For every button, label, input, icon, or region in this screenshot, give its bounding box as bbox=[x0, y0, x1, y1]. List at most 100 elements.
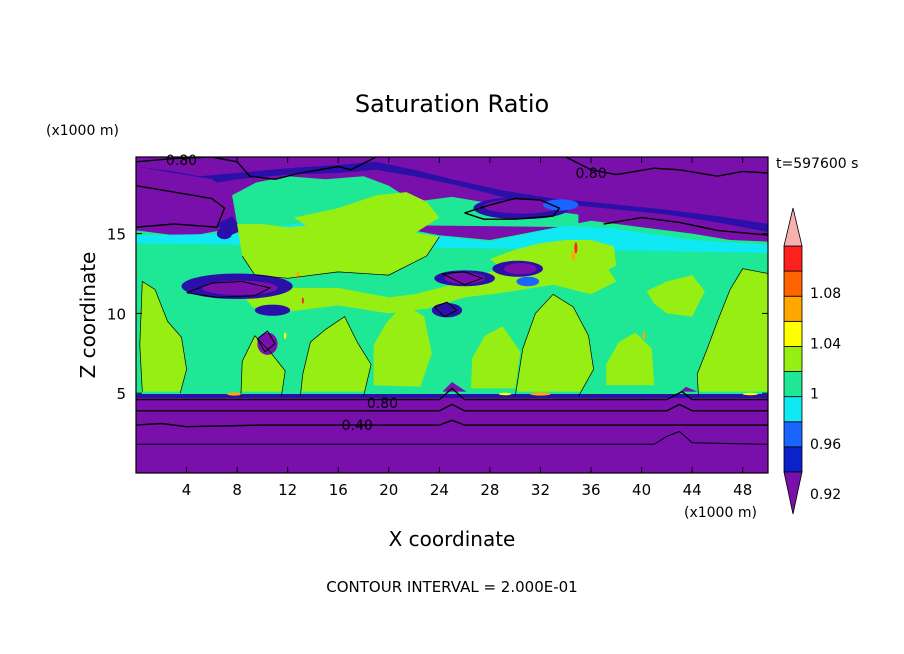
colorbar-above-triangle bbox=[783, 207, 803, 247]
spot-yellow-1 bbox=[283, 332, 287, 339]
x-axis-label: X coordinate bbox=[389, 527, 516, 551]
contour-label-2: 0.80 bbox=[367, 396, 398, 412]
spot-orange-4 bbox=[530, 392, 551, 396]
spot-orange-1 bbox=[571, 251, 576, 261]
region-indigo-left-spot bbox=[216, 228, 233, 240]
spot-orange-2 bbox=[296, 271, 300, 280]
contour-blob-1 bbox=[186, 280, 272, 298]
contour-interval-note: CONTOUR INTERVAL = 2.000E-01 bbox=[326, 578, 577, 596]
colorbar-bin-9 bbox=[783, 245, 803, 272]
spot-red-2 bbox=[301, 297, 304, 304]
x-tick-label-28: 28 bbox=[480, 481, 499, 499]
region-purple-blob-4 bbox=[444, 272, 485, 284]
colorbar-bin-1 bbox=[783, 446, 803, 473]
contour-blob-2 bbox=[256, 330, 276, 353]
x-tick-label-24: 24 bbox=[430, 481, 449, 499]
region-purple-blob-2 bbox=[254, 304, 291, 316]
region-lime-col5 bbox=[515, 294, 594, 397]
region-purple-blob-3 bbox=[257, 332, 278, 355]
colorbar-bin-7 bbox=[783, 295, 803, 322]
region-lower-edge-green bbox=[136, 391, 768, 394]
x-tick-label-36: 36 bbox=[581, 481, 600, 499]
x-tick-label-32: 32 bbox=[531, 481, 550, 499]
contour-lines bbox=[136, 157, 768, 445]
z-unit-label: (x1000 m) bbox=[46, 123, 119, 139]
x-tick-label-8: 8 bbox=[232, 481, 242, 499]
colorbar-bin-4 bbox=[783, 371, 803, 398]
colorbar-bin-3 bbox=[783, 396, 803, 423]
region-lime-mid-right bbox=[489, 240, 617, 279]
colorbar-tick-label-4: 1.08 bbox=[810, 286, 841, 302]
colorbar-bin-2 bbox=[783, 421, 803, 448]
region-lime-col2 bbox=[300, 316, 372, 397]
region-purple-top-pocket bbox=[483, 199, 560, 214]
region-purple-blob-1b bbox=[201, 280, 278, 296]
contour-label-0: 0.80 bbox=[166, 153, 197, 169]
contour-080-upper-left bbox=[136, 185, 226, 228]
x-tick-label-20: 20 bbox=[379, 481, 398, 499]
region-blue-blob-7 bbox=[516, 276, 540, 287]
spot-orange-3 bbox=[227, 392, 243, 396]
region-indigo-blob-6 bbox=[431, 303, 463, 318]
colorbar-tick-label-2: 1 bbox=[810, 387, 819, 403]
region-purple-left-tongue bbox=[136, 166, 227, 226]
contour-040-lower bbox=[136, 419, 768, 428]
contour-label-1: 0.80 bbox=[575, 166, 606, 182]
contour-lime-5 bbox=[139, 280, 187, 394]
region-blue-top-spot bbox=[543, 199, 579, 211]
spot-yellow-3 bbox=[742, 392, 758, 396]
colorbar-bin-5 bbox=[783, 346, 803, 372]
x-tick-label-40: 40 bbox=[632, 481, 651, 499]
colorbar-bin-8 bbox=[783, 270, 803, 297]
x-tick-label-12: 12 bbox=[278, 481, 297, 499]
region-lime-left bbox=[139, 281, 187, 394]
spot-red-1 bbox=[574, 242, 578, 254]
colorbar-tick-label-3: 1.04 bbox=[810, 336, 841, 352]
x-tick-label-48: 48 bbox=[733, 481, 752, 499]
colorbar-bin-6 bbox=[783, 320, 803, 347]
contour-lime-3 bbox=[514, 293, 594, 397]
contour-020-lower bbox=[136, 430, 768, 445]
colorbar: 0.92 0.96 1 1.04 1.08 bbox=[783, 207, 841, 515]
contour-label-3: 0.40 bbox=[342, 418, 373, 434]
contour-lime-1 bbox=[240, 335, 286, 397]
colorbar-below-triangle bbox=[783, 471, 803, 515]
contour-060-lower bbox=[136, 403, 768, 412]
time-label: t=597600 s bbox=[776, 156, 858, 172]
region-purple-blob-5 bbox=[503, 263, 537, 275]
region-lime-col6 bbox=[606, 332, 655, 386]
contour-lime-6 bbox=[241, 236, 440, 279]
region-lime-col4 bbox=[471, 326, 521, 389]
y-axis-ticks: 5 10 15 bbox=[107, 226, 768, 403]
contour-080-lower bbox=[136, 387, 768, 401]
contour-lime-4 bbox=[696, 268, 768, 397]
plot-frame bbox=[135, 156, 769, 474]
y-tick-label-5: 5 bbox=[116, 385, 126, 403]
colorbar-tick-label-0: 0.92 bbox=[810, 487, 841, 503]
contour-080-top bbox=[136, 157, 377, 181]
y-tick-label-10: 10 bbox=[107, 305, 126, 323]
spot-orange-5 bbox=[642, 331, 646, 340]
y-axis-label: Z coordinate bbox=[76, 252, 100, 379]
x-axis-ticks: 4 8 12 16 20 24 28 32 36 40 44 48 bbox=[182, 157, 752, 499]
region-lime-right bbox=[697, 268, 768, 397]
contour-blob-4 bbox=[433, 301, 459, 318]
spot-yellow-2 bbox=[498, 392, 512, 396]
region-lime-upper-mid bbox=[294, 192, 440, 234]
y-tick-label-15: 15 bbox=[107, 226, 126, 244]
region-lime-r2 bbox=[646, 275, 705, 317]
contour-lime-2 bbox=[299, 316, 372, 397]
contour-080-top-right bbox=[565, 157, 768, 177]
chart-title: Saturation Ratio bbox=[355, 90, 549, 118]
contour-blob-3 bbox=[441, 271, 484, 286]
x-tick-label-4: 4 bbox=[182, 481, 192, 499]
colorbar-tick-label-1: 0.96 bbox=[810, 437, 841, 453]
contour-080-pocket bbox=[464, 197, 561, 220]
region-lime-col1 bbox=[240, 335, 286, 397]
heatmap-field bbox=[136, 157, 768, 473]
region-lime-upper-left bbox=[237, 224, 440, 279]
region-lime-col3 bbox=[373, 303, 432, 387]
x-tick-label-44: 44 bbox=[683, 481, 702, 499]
contour-080-upper-right bbox=[603, 216, 768, 236]
